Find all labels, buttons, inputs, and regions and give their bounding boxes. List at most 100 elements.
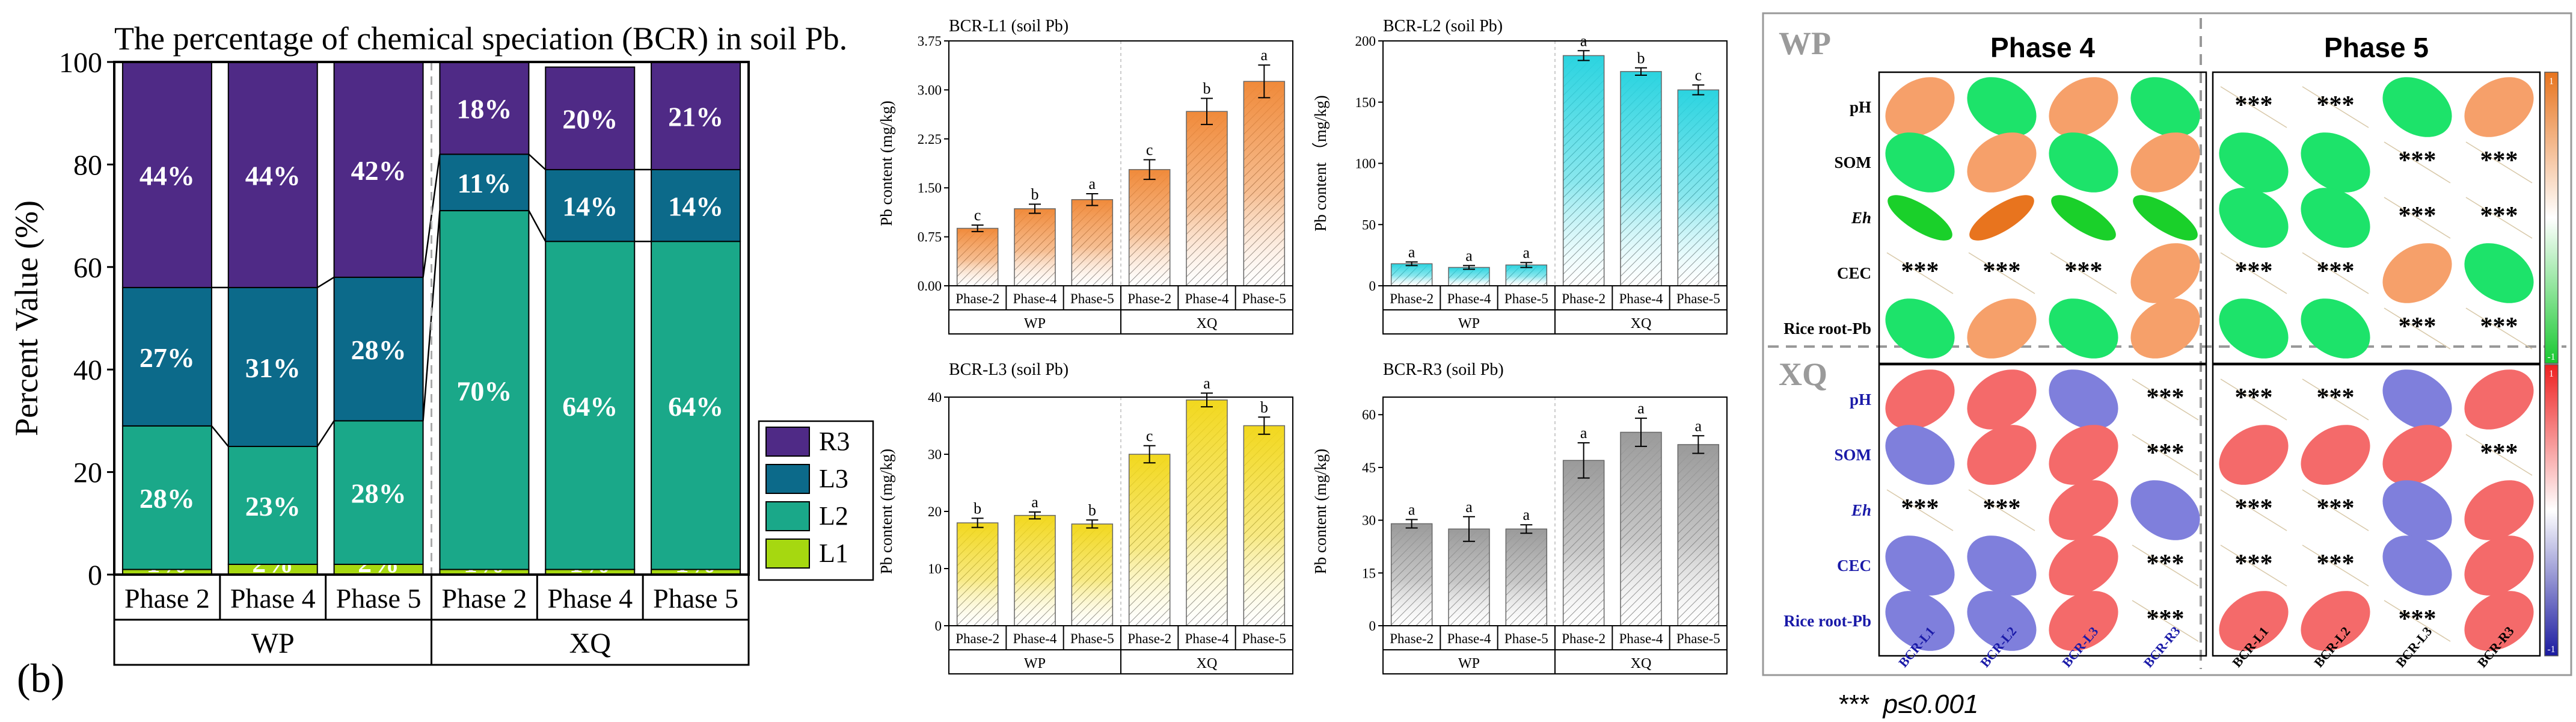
- y-axis-label: Percent Value (%): [8, 200, 44, 436]
- significance-letter: b: [1031, 185, 1039, 203]
- significance-letter: c: [974, 206, 981, 224]
- bar-segment-l3: [333, 276, 424, 422]
- bar-segment-l3: [121, 286, 212, 427]
- significance-mark: ***: [2235, 495, 2273, 522]
- x-tick-label: Phase-4: [1447, 631, 1491, 646]
- y-tick-label: 40: [73, 354, 102, 386]
- significance-mark: ***: [2317, 91, 2355, 119]
- y-tick-label: 0.75: [918, 230, 942, 245]
- colorbar-min-label: -1: [2547, 644, 2555, 655]
- y-tick-label: 100: [1355, 156, 1376, 171]
- significance-letter: a: [1408, 243, 1415, 261]
- x-tick-label: Phase-2: [1390, 631, 1434, 646]
- correlation-ellipse: [2382, 369, 2452, 430]
- x-tick-label: Phase-5: [1504, 291, 1548, 306]
- weak-correlation-line: [2132, 600, 2199, 642]
- group-label: XQ: [569, 628, 611, 659]
- significance-letter: a: [1523, 506, 1530, 523]
- significance-mark: ***: [2317, 495, 2355, 522]
- x-tick-label: Phase-5: [1070, 631, 1114, 646]
- significance-mark: ***: [2235, 258, 2273, 285]
- weak-correlation-line: [2220, 545, 2287, 587]
- y-tick-label: 3.00: [918, 82, 942, 97]
- weak-correlation-line: [2220, 252, 2287, 294]
- correlation-ellipse: [2130, 298, 2200, 359]
- y-tick-label: 200: [1355, 34, 1376, 49]
- x-tick-label: Phase-4: [1013, 291, 1057, 306]
- correlation-ellipse: [2049, 591, 2118, 651]
- correlation-ellipse: [2382, 77, 2452, 137]
- weak-correlation-line: [2132, 545, 2199, 587]
- connector-line: [316, 420, 335, 447]
- footnote-text: p≤0.001: [1882, 690, 1979, 719]
- significance-mark: ***: [2317, 550, 2355, 578]
- connector-line: [210, 425, 229, 447]
- colorbar-max-label: 1: [2549, 76, 2554, 87]
- group-label: WP: [1458, 316, 1480, 332]
- correlation-ellipse: [1885, 425, 1955, 485]
- significance-letter: c: [1695, 66, 1702, 84]
- row-label: Rice root-Pb: [1783, 319, 1871, 338]
- bar-chart-l2: BCR-L2 (soil Pb) Pb content （mg/kg) 0 50 100…: [1311, 17, 1728, 335]
- significance-mark: ***: [2065, 258, 2103, 285]
- significance-mark: ***: [1901, 495, 1939, 522]
- significance-mark: ***: [2317, 384, 2355, 412]
- significance-mark: ***: [2147, 605, 2185, 633]
- chart-title: BCR-R3 (soil Pb): [1383, 360, 1504, 379]
- chart-title: The percentage of chemical speciation (B…: [114, 20, 847, 57]
- chart-title: BCR-L1 (soil Pb): [949, 17, 1069, 35]
- correlation-ellipse: [2219, 132, 2289, 193]
- y-tick-label: 80: [73, 149, 102, 181]
- correlation-ellipse: [2382, 243, 2452, 303]
- x-tick-label: Phase 5: [336, 583, 422, 614]
- weak-correlation-line: [2384, 307, 2451, 350]
- group-label: XQ: [1631, 656, 1652, 671]
- group-label: XQ: [1197, 656, 1218, 671]
- y-tick-label: 45: [1362, 460, 1376, 475]
- x-tick-label: Phase-2: [1562, 291, 1605, 306]
- bar: [1562, 55, 1605, 286]
- significance-mark: ***: [2235, 384, 2273, 412]
- significance-letter: b: [1637, 49, 1645, 67]
- correlation-ellipse: [2301, 132, 2370, 193]
- data-label: 31%: [245, 353, 301, 383]
- x-tick-label: Phase-4: [1619, 631, 1663, 646]
- bar: [1014, 514, 1056, 626]
- correlation-ellipse: [1885, 132, 1955, 193]
- connector-line: [528, 210, 547, 242]
- correlation-ellipse: [2049, 369, 2118, 430]
- group-label: WP: [251, 628, 295, 659]
- weak-correlation-line: [2050, 252, 2117, 294]
- group-label: WP: [1024, 316, 1046, 332]
- correlation-ellipse: [2464, 535, 2534, 596]
- significance-letter: a: [1089, 175, 1096, 193]
- bar-chart-l3: BCR-L3 (soil Pb) Pb content (mg/kg) 0 10 20 3…: [877, 360, 1293, 674]
- y-tick-label: 0: [1369, 279, 1376, 294]
- x-tick-label: Phase-5: [1242, 291, 1286, 306]
- legend-label: R3: [819, 427, 850, 456]
- chart-title: BCR-L3 (soil Pb): [949, 360, 1069, 379]
- bar: [956, 522, 999, 626]
- weak-correlation-line: [2465, 197, 2533, 239]
- row-label: Eh: [1851, 501, 1871, 519]
- bar: [1243, 81, 1286, 286]
- y-axis-label: Pb content (mg/kg): [877, 100, 895, 226]
- correlation-ellipse: [2219, 425, 2289, 485]
- correlation-ellipse: [2130, 480, 2200, 540]
- weak-correlation-line: [1968, 252, 2035, 294]
- bar-chart-panels: BCR-L1 (soil Pb) Pb content (mg/kg) 0.00 0.…: [877, 17, 1728, 674]
- weak-correlation-line: [2132, 378, 2199, 421]
- correlation-ellipse: [1967, 77, 2037, 137]
- data-label: 14%: [668, 191, 723, 222]
- y-tick-label: 40: [928, 390, 942, 405]
- weak-correlation-line: [2220, 86, 2287, 128]
- footnote-stars: ***: [1839, 690, 1869, 719]
- correlation-ellipse: [1888, 195, 1952, 241]
- correlation-ellipse: [2301, 298, 2370, 359]
- correlation-ellipse: [2049, 480, 2118, 540]
- correlation-ellipse: [2464, 480, 2534, 540]
- connector-line: [528, 153, 547, 170]
- group-label: XQ: [1631, 316, 1652, 332]
- colorbar: [2544, 364, 2559, 656]
- matrix-frame: [1878, 71, 2207, 365]
